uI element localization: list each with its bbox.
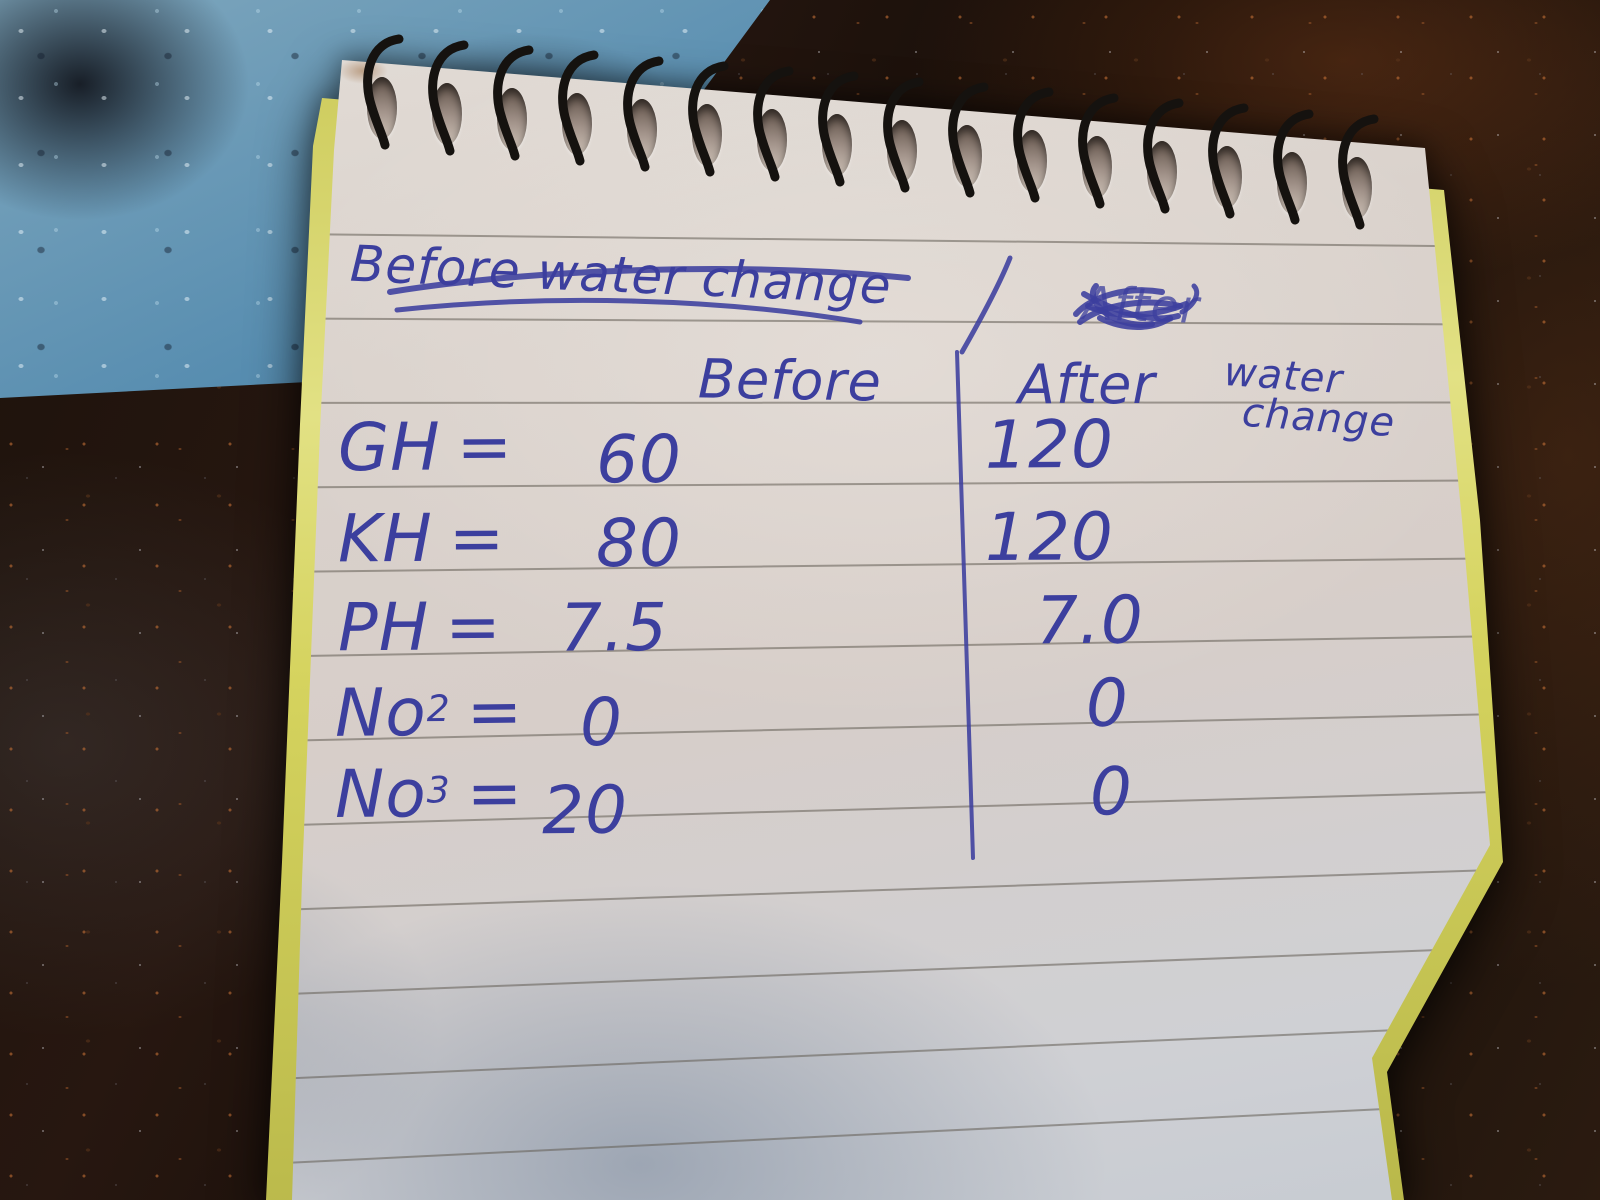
column-header-after: After: [1018, 353, 1156, 416]
spiral-wire-icon: [363, 34, 404, 150]
spiral-coil: [808, 68, 872, 218]
spiral-wire-icon: [1078, 93, 1119, 209]
spiral-coil: [1133, 95, 1197, 245]
spiral-coil: [548, 47, 612, 197]
spiral-wire-icon: [428, 40, 469, 156]
param-name: GH: [337, 408, 441, 487]
before-value: 80: [595, 504, 683, 583]
note-row-gh: GH = 60 120: [0, 406, 1600, 501]
spiral-wire-icon: [1338, 114, 1379, 230]
after-value: 7.0: [1035, 581, 1145, 660]
spiral-coil: [418, 37, 482, 187]
crossed-out-heading: Before water change: [349, 234, 893, 316]
spiral-coil: [483, 42, 547, 192]
spiral-coil: [1003, 84, 1067, 234]
spiral-wire-icon: [493, 45, 534, 161]
note-row-ph: PH = 7.5 7.0: [0, 581, 1600, 681]
equals-sign: =: [445, 588, 502, 666]
spiral-wire-icon: [623, 56, 664, 172]
spiral-wire-icon: [883, 77, 924, 193]
spiral-wire-icon: [1013, 87, 1054, 203]
spiral-coil: [873, 74, 937, 224]
scribbled-heading: After: [1081, 275, 1201, 335]
param-name: PH: [337, 588, 430, 667]
spiral-coil: [1068, 90, 1132, 240]
param-label: GH =: [338, 408, 514, 486]
spiral-coil: [1328, 111, 1392, 261]
param-label: KH =: [338, 500, 506, 578]
before-value: 7.5: [559, 588, 669, 667]
param-label: No3 =: [335, 754, 524, 833]
before-value: 20: [541, 771, 629, 850]
after-value: 120: [984, 498, 1115, 577]
param-name: No: [334, 673, 428, 752]
equals-sign: =: [448, 499, 506, 577]
param-sup: 2: [426, 686, 451, 731]
equals-sign: =: [456, 408, 514, 486]
before-value: 0: [579, 683, 624, 762]
param-label: PH =: [338, 588, 502, 666]
spiral-wire-icon: [948, 82, 989, 198]
spiral-coil: [678, 58, 742, 208]
spiral-coil: [613, 53, 677, 203]
spiral-wire-icon: [753, 66, 794, 182]
spiral-coil: [938, 79, 1002, 229]
spiral-wire-icon: [818, 71, 859, 187]
spiral-wire-icon: [688, 61, 729, 177]
column-header-before: Before: [697, 347, 883, 414]
param-name: KH: [337, 499, 434, 578]
spiral-wire-icon: [558, 50, 599, 166]
spiral-wire-icon: [1143, 98, 1184, 214]
note-row-no3: No3 = 20 0: [0, 751, 1600, 849]
spiral-wire-icon: [1273, 109, 1314, 224]
before-value: 60: [595, 420, 683, 499]
spiral-coil: [353, 31, 417, 181]
spiral-coil: [1198, 100, 1262, 250]
after-value: 0: [1085, 664, 1130, 743]
after-value: 120: [984, 405, 1115, 484]
equals-sign: =: [466, 672, 524, 751]
spiral-wire-icon: [1208, 103, 1249, 219]
note-row-kh: KH = 80 120: [0, 498, 1600, 592]
after-value: 0: [1089, 753, 1134, 831]
spiral-coil: [1263, 106, 1327, 256]
spiral-coil: [743, 63, 807, 213]
param-sup: 3: [426, 768, 451, 812]
param-label: No2 =: [335, 673, 524, 752]
param-name: No: [334, 755, 428, 834]
equals-sign: =: [466, 754, 524, 832]
